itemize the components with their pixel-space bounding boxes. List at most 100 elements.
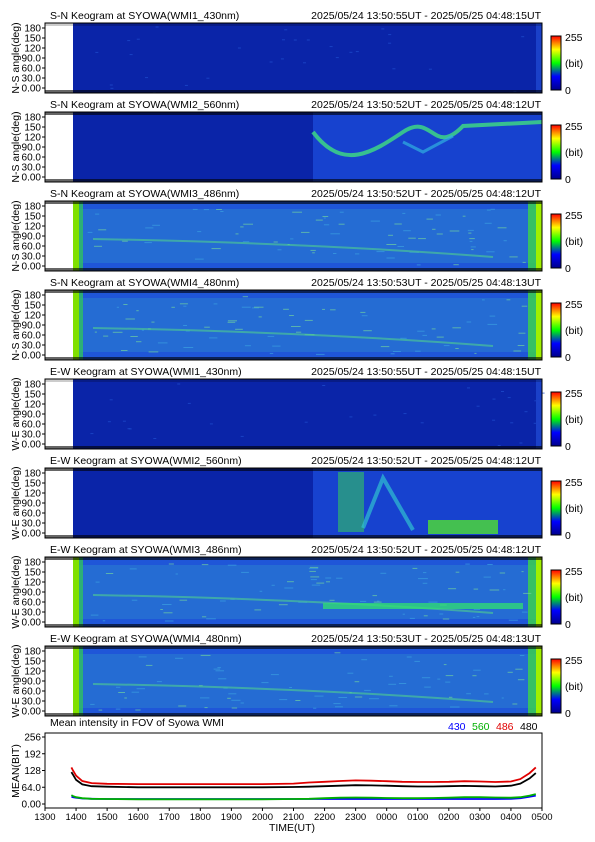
- colorbar-min-label: 0: [565, 708, 571, 720]
- keogram-streak: [482, 299, 485, 301]
- colorbar-gradient: [550, 213, 562, 269]
- x-tick-label: 0100: [407, 812, 428, 823]
- keogram-streak: [310, 579, 317, 581]
- twilight-edge-start-fade: [79, 646, 83, 716]
- keogram-streak: [360, 311, 366, 313]
- keogram-streak: [437, 678, 441, 680]
- keogram-image: [45, 379, 545, 449]
- keogram-streak: [455, 571, 460, 573]
- keogram-streak: [402, 212, 406, 214]
- keogram-streak: [492, 398, 496, 400]
- chart-x-axis-label: TIME(UT): [269, 822, 315, 834]
- angle-tick-label: 150: [24, 212, 41, 223]
- keogram-streak: [131, 691, 140, 693]
- keogram-streak: [468, 232, 472, 234]
- keogram-streak: [171, 306, 175, 308]
- colorbar: 255 (bit) 0: [550, 210, 583, 275]
- angle-tick-label: 150: [24, 390, 41, 401]
- keogram-streak: [369, 698, 379, 700]
- keogram-streak: [338, 697, 348, 698]
- keogram-streak: [227, 697, 231, 699]
- angle-tick-label: 60.0: [22, 687, 42, 698]
- keogram-streak: [293, 39, 297, 41]
- keogram-streak: [163, 612, 173, 614]
- angle-tick-label: 90.0: [22, 143, 42, 154]
- keogram-streak: [213, 303, 218, 305]
- keogram-streak: [507, 671, 513, 673]
- fov-edge-top: [45, 646, 542, 649]
- keogram-base: [73, 23, 542, 93]
- keogram-streak: [183, 325, 187, 326]
- panel-y-axis-label: W-E angle(deg): [10, 466, 22, 539]
- keogram-arc: [92, 327, 494, 347]
- keogram-streak: [519, 442, 523, 444]
- keogram-streak: [329, 599, 335, 601]
- x-tick-label: 2300: [345, 812, 366, 823]
- keogram-streak: [292, 211, 302, 213]
- keogram-streak: [116, 306, 119, 308]
- x-tick-label: 0200: [438, 812, 459, 823]
- keogram-streak: [306, 39, 310, 41]
- keogram-streak: [409, 617, 415, 619]
- angle-tick-label: 90.0: [22, 499, 42, 510]
- keogram-streak: [175, 657, 184, 659]
- keogram-streak: [376, 251, 385, 253]
- keogram-streak: [179, 599, 188, 601]
- keogram-streak: [241, 571, 249, 573]
- keogram-streak: [521, 571, 524, 573]
- keogram-streak: [206, 618, 216, 620]
- keogram-streak: [145, 227, 154, 229]
- keogram-streak: [309, 570, 316, 572]
- keogram-streak: [259, 590, 263, 592]
- colorbar-gradient: [550, 391, 562, 447]
- keogram-streak: [436, 336, 444, 338]
- twilight-edge-end-bright: [536, 646, 542, 716]
- no-data-region: [45, 379, 73, 449]
- angle-tick-label: 0.00: [22, 707, 42, 718]
- keogram-streak: [392, 68, 396, 70]
- keogram-streak: [282, 39, 285, 41]
- no-data-region: [45, 23, 73, 93]
- keogram-streak: [95, 51, 99, 53]
- angle-tick-label: 120: [24, 222, 41, 233]
- panel-y-axis-label: N-S angle(deg): [10, 22, 22, 93]
- keogram-arc: [92, 594, 494, 614]
- keogram-streak: [112, 331, 123, 333]
- keogram-streak: [102, 620, 106, 622]
- keogram-streak: [291, 326, 301, 327]
- angle-tick-label: 30.0: [22, 519, 42, 530]
- keogram-streak: [519, 655, 525, 656]
- keogram-streak: [428, 601, 438, 603]
- keogram-streak: [423, 615, 428, 617]
- panel-time-range: 2025/05/24 13:50:52UT - 2025/05/25 04:48…: [311, 544, 541, 556]
- angle-tick-label: 60.0: [22, 153, 42, 164]
- colorbar-gradient: [550, 569, 562, 625]
- angle-tick-label: 180: [24, 558, 41, 569]
- twilight-edge-end-bright: [536, 201, 542, 271]
- keogram-streak: [523, 592, 532, 594]
- twilight-edge-start-fade: [79, 290, 83, 360]
- keogram-streak: [289, 687, 292, 688]
- keogram-streak: [380, 346, 390, 348]
- keogram-streak: [242, 241, 250, 243]
- colorbar: 255 (bit) 0: [550, 655, 583, 720]
- colorbar-gradient: [550, 480, 562, 536]
- panel-time-range: 2025/05/24 13:50:52UT - 2025/05/25 04:48…: [311, 455, 541, 467]
- panel-y-axis-label: N-S angle(deg): [10, 111, 22, 182]
- keogram-streak: [424, 686, 431, 688]
- angle-tick-label: 90.0: [22, 232, 42, 243]
- colorbar: 255 (bit) 0: [550, 121, 583, 186]
- keogram-streak: [145, 664, 153, 666]
- keogram-streak: [489, 589, 500, 591]
- keogram-streak: [355, 253, 360, 255]
- colorbar-unit-label: (bit): [565, 325, 583, 337]
- keogram-streak: [153, 438, 157, 439]
- colorbar-unit-label: (bit): [565, 236, 583, 248]
- keogram-streak: [270, 674, 279, 676]
- keogram-streak: [194, 258, 204, 260]
- keogram-streak: [412, 567, 418, 569]
- angle-tick-label: 150: [24, 123, 41, 134]
- keogram-streak: [151, 321, 155, 323]
- keogram-streak: [267, 335, 275, 337]
- keogram-streak: [448, 588, 457, 590]
